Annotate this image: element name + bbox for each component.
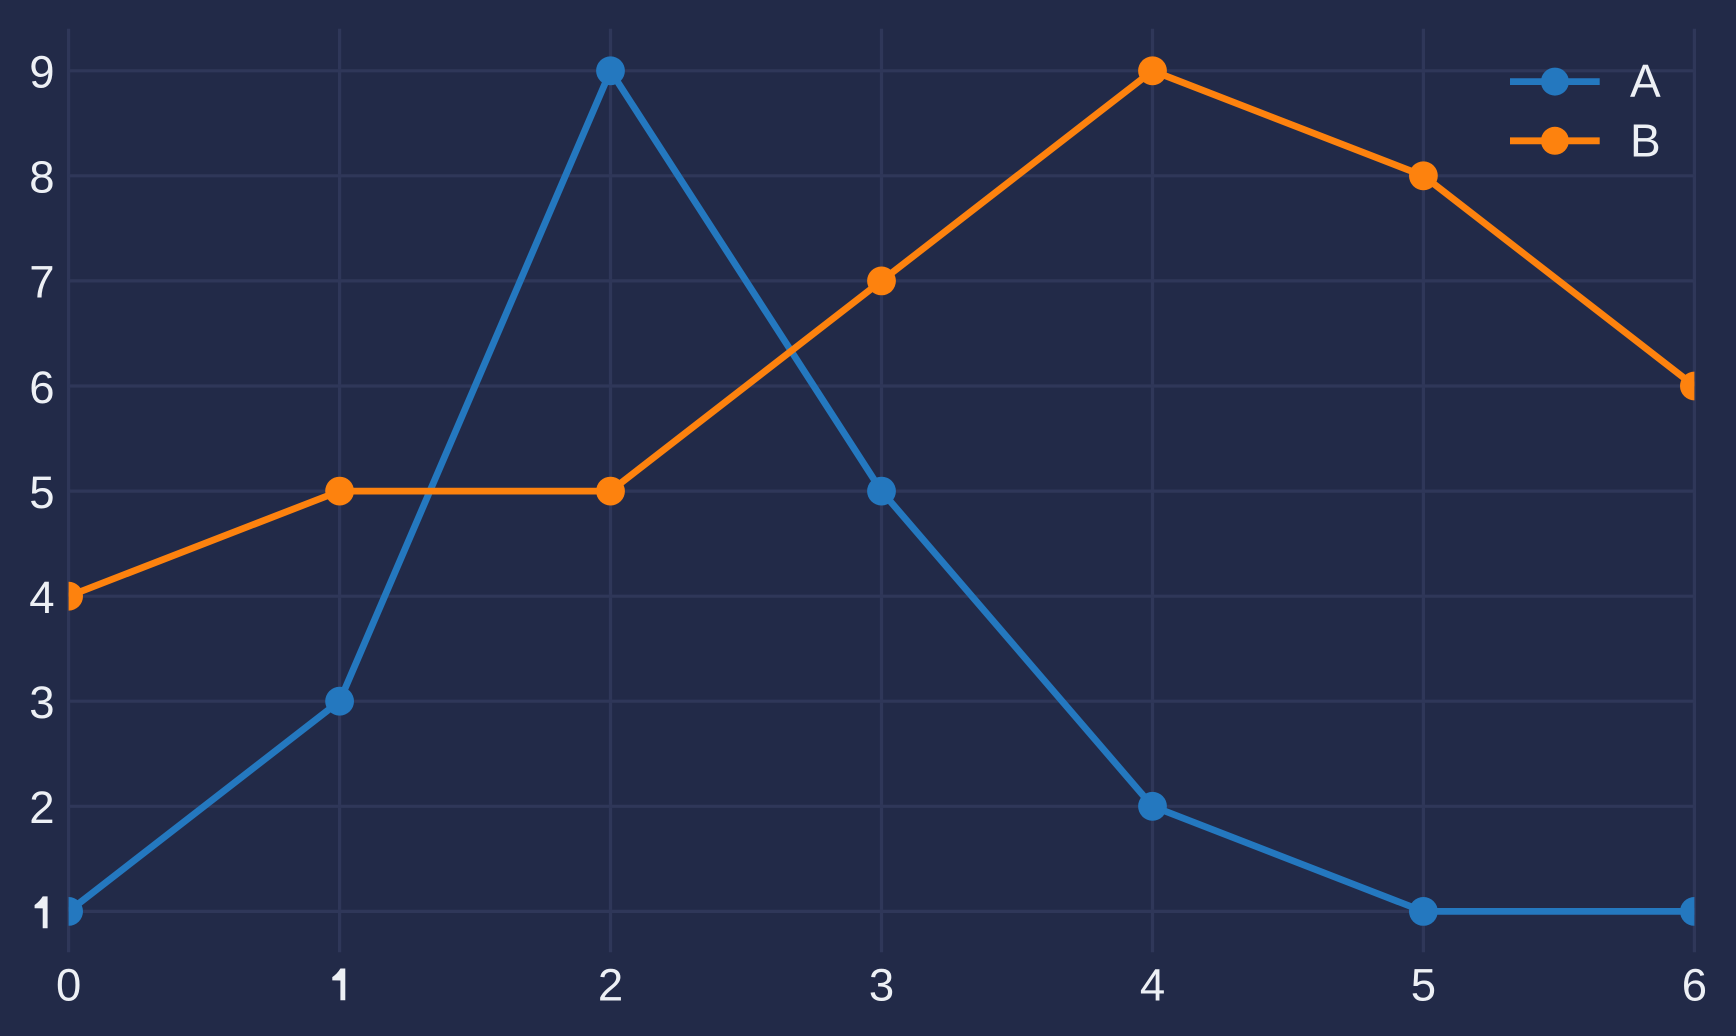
svg-text:2: 2 [29, 782, 54, 833]
svg-text:2: 2 [598, 959, 623, 1010]
svg-text:6: 6 [1682, 959, 1707, 1010]
svg-text:9: 9 [29, 47, 54, 98]
svg-text:3: 3 [869, 959, 894, 1010]
svg-text:3: 3 [29, 677, 54, 728]
svg-text:4: 4 [29, 572, 54, 623]
svg-text:4: 4 [1140, 959, 1165, 1010]
svg-text:B: B [1630, 114, 1661, 166]
svg-text:6: 6 [29, 362, 54, 413]
svg-text:7: 7 [29, 257, 54, 308]
svg-text:5: 5 [1411, 959, 1436, 1010]
svg-text:8: 8 [29, 152, 54, 203]
svg-text:5: 5 [29, 467, 54, 518]
svg-text:A: A [1630, 55, 1661, 107]
svg-text:0: 0 [56, 959, 81, 1010]
